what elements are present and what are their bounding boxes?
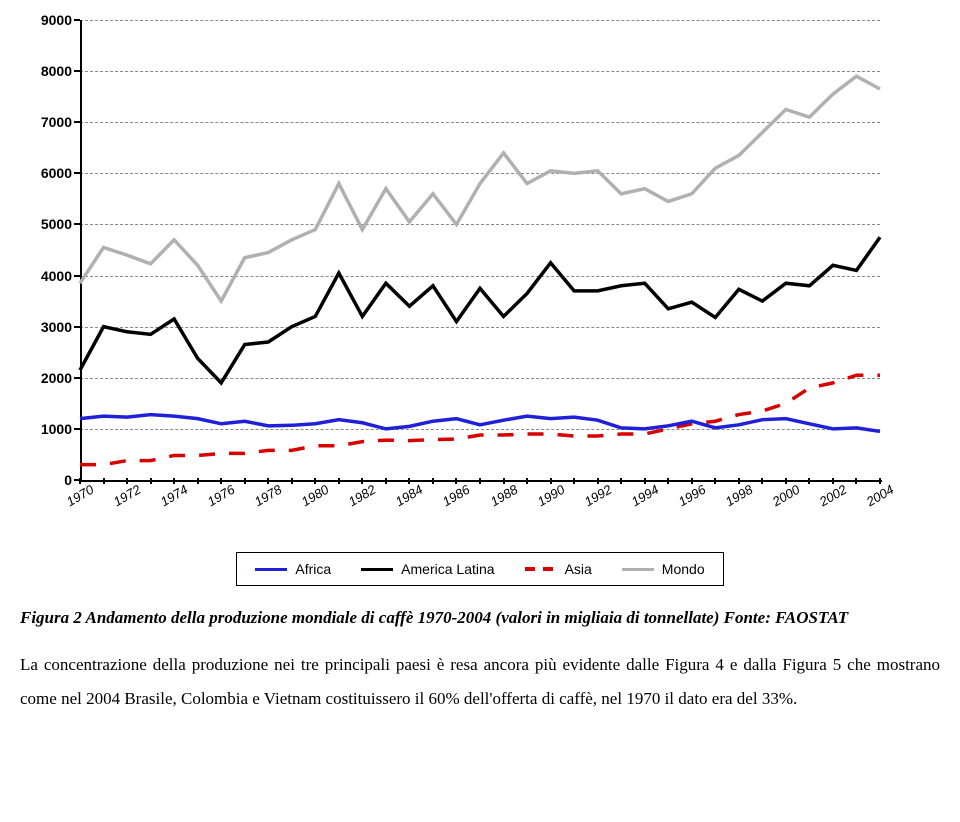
legend-item-asia: Asia xyxy=(525,561,592,577)
x-tick-label: 1980 xyxy=(299,482,332,509)
chart-legend: Africa America Latina Asia Mondo xyxy=(236,552,723,586)
y-tick-label: 0 xyxy=(20,472,72,488)
legend-item-africa: Africa xyxy=(255,561,331,577)
legend-swatch xyxy=(622,568,654,571)
x-tick-label: 1996 xyxy=(675,482,708,509)
y-tick-label: 9000 xyxy=(20,12,72,28)
x-tick-label: 1986 xyxy=(440,482,473,509)
legend-label: Asia xyxy=(565,561,592,577)
legend-swatch xyxy=(255,568,287,571)
x-tick-label: 1984 xyxy=(393,482,426,509)
line-chart: 0100020003000400050006000700080009000 19… xyxy=(20,20,900,540)
y-tick-label: 2000 xyxy=(20,370,72,386)
y-tick-label: 3000 xyxy=(20,319,72,335)
body-paragraph: La concentrazione della produzione nei t… xyxy=(20,648,940,716)
y-tick-label: 5000 xyxy=(20,216,72,232)
y-tick-label: 4000 xyxy=(20,268,72,284)
legend-label: Africa xyxy=(295,561,331,577)
x-tick-label: 2002 xyxy=(817,482,850,509)
legend-label: Mondo xyxy=(662,561,705,577)
y-tick-label: 1000 xyxy=(20,421,72,437)
y-tick-label: 8000 xyxy=(20,63,72,79)
y-tick-label: 7000 xyxy=(20,114,72,130)
x-tick-label: 1994 xyxy=(628,482,661,509)
x-tick-label: 1990 xyxy=(534,482,567,509)
x-tick-label: 1988 xyxy=(487,482,520,509)
legend-item-mondo: Mondo xyxy=(622,561,705,577)
legend-swatch xyxy=(361,568,393,571)
x-tick-label: 1982 xyxy=(346,482,379,509)
x-tick-label: 1972 xyxy=(111,482,144,509)
legend-item-america_latina: America Latina xyxy=(361,561,494,577)
legend-swatch xyxy=(525,567,557,571)
x-tick-label: 1974 xyxy=(158,482,191,509)
x-tick-label: 1978 xyxy=(252,482,285,509)
x-tick-label: 1998 xyxy=(723,482,756,509)
x-tick-label: 1976 xyxy=(205,482,238,509)
y-tick-label: 6000 xyxy=(20,165,72,181)
chart-series xyxy=(80,20,880,480)
figure-caption: Figura 2 Andamento della produzione mond… xyxy=(20,606,940,630)
x-tick-label: 2004 xyxy=(864,482,897,509)
x-tick-label: 1992 xyxy=(581,482,614,509)
legend-label: America Latina xyxy=(401,561,494,577)
x-tick-label: 2000 xyxy=(770,482,803,509)
